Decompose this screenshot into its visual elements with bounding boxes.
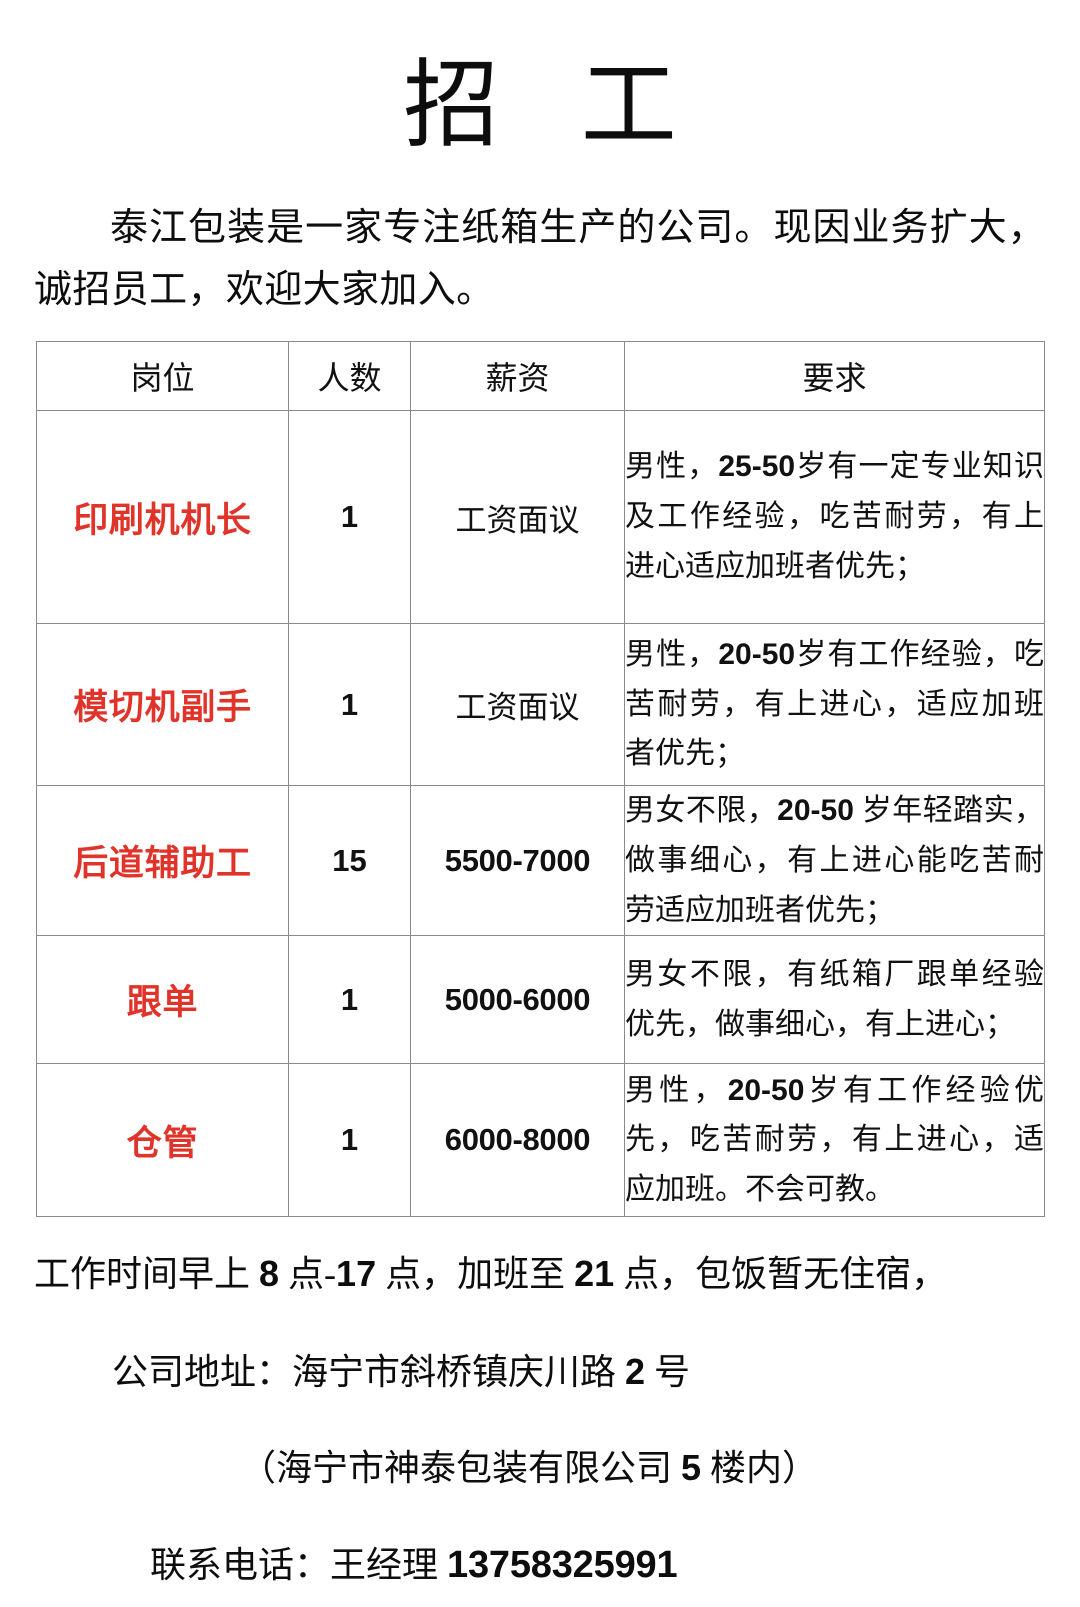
company-address-line: 公司地址：海宁市斜桥镇庆川路 2 号	[0, 1350, 1080, 1394]
hours-suffix: 点，包饭暂无住宿，	[614, 1254, 948, 1294]
page-title: 招 工	[403, 52, 706, 159]
job-headcount: 15	[288, 784, 411, 937]
table-row: 印刷机机长 1 工资面议 男性，25-50岁有一定专业知识及工作经验，吃苦耐劳，…	[36, 410, 1045, 624]
job-position-name: 跟单	[36, 935, 289, 1065]
requirement-age-range: 20-50	[727, 1073, 805, 1107]
job-requirement: 男女不限，20-50 岁年轻踏实，做事细心，有上进心能吃苦耐劳适应加班者优先；	[624, 784, 1045, 937]
address-detail-suffix: 楼内）	[701, 1448, 819, 1489]
column-header-requirement: 要求	[624, 341, 1045, 411]
table-header-row: 岗位 人数 薪资 要求	[36, 341, 1045, 411]
requirement-age-range: 20-50	[777, 794, 854, 827]
job-listing-table: 岗位 人数 薪资 要求 印刷机机长 1 工资面议 男性，25-50岁有一定专业知…	[36, 341, 1045, 1218]
address-suffix: 号	[645, 1352, 691, 1393]
poster-footer: 工作时间早上 8 点-17 点，加班至 21 点，包饭暂无住宿， 公司地址：海宁…	[0, 1238, 1080, 1588]
table-row: 后道辅助工 15 5500-7000 男女不限，20-50 岁年轻踏实，做事细心…	[36, 784, 1045, 937]
job-salary: 5000-6000	[410, 935, 625, 1065]
job-headcount: 1	[288, 935, 411, 1065]
contact-label: 联系电话：王经理	[150, 1544, 448, 1585]
hours-end: 17	[336, 1253, 377, 1294]
address-label: 公司地址：海宁市斜桥镇庆川路	[112, 1352, 626, 1393]
requirement-prefix: 男性，	[625, 637, 719, 671]
hours-mid-1: 点-	[279, 1254, 337, 1294]
job-salary: 6000-8000	[410, 1063, 625, 1218]
requirement-age-range: 25-50	[718, 450, 796, 484]
column-header-salary: 薪资	[410, 341, 625, 411]
job-requirement: 男性，20-50岁有工作经验，吃苦耐劳，有上进心，适应加班者优先；	[624, 623, 1045, 786]
job-salary: 5500-7000	[410, 784, 625, 937]
requirement-prefix: 男女不限，有纸箱厂跟单经验优先，做事细心，有上进心；	[625, 958, 1044, 1041]
table-row: 跟单 1 5000-6000 男女不限，有纸箱厂跟单经验优先，做事细心，有上进心…	[36, 935, 1045, 1065]
requirement-suffix: 岁有工作经验，吃苦耐劳，有上进心，适应加班者优先；	[625, 637, 1045, 771]
hours-mid-2: 点，加班至	[376, 1254, 575, 1294]
requirement-age-range: 20-50	[718, 637, 796, 671]
job-position-name: 后道辅助工	[36, 784, 289, 937]
overtime-end: 21	[574, 1253, 615, 1294]
column-header-count: 人数	[288, 341, 411, 411]
contact-phone-number: 13758325991	[447, 1543, 678, 1586]
intro-paragraph: 泰江包装是一家专注纸箱生产的公司。现因业务扩大，诚招员工，欢迎大家加入。	[34, 207, 1046, 311]
address-detail-prefix: （海宁市神泰包装有限公司	[240, 1448, 682, 1489]
address-number: 2	[625, 1351, 646, 1393]
job-position-name: 模切机副手	[36, 623, 289, 786]
job-requirement: 男性，20-50岁有工作经验优先，吃苦耐劳，有上进心，适应加班。不会可教。	[624, 1063, 1045, 1218]
column-header-position: 岗位	[36, 341, 289, 411]
hours-start: 8	[259, 1253, 280, 1294]
floor-number: 5	[681, 1447, 702, 1489]
requirement-suffix: 岁年轻踏实，做事细心，有上进心能吃苦耐劳适应加班者优先；	[625, 794, 1045, 927]
contact-phone-line: 联系电话：王经理 13758325991	[0, 1543, 1080, 1589]
requirement-prefix: 男性，	[625, 450, 719, 484]
job-position-name: 印刷机机长	[36, 410, 289, 624]
job-position-name: 仓管	[36, 1063, 289, 1218]
job-requirement: 男女不限，有纸箱厂跟单经验优先，做事细心，有上进心；	[624, 935, 1045, 1065]
requirement-prefix: 男性，	[625, 1073, 728, 1107]
requirement-prefix: 男女不限，	[625, 794, 778, 827]
job-requirement: 男性，25-50岁有一定专业知识及工作经验，吃苦耐劳，有上进心适应加班者优先；	[624, 410, 1045, 624]
requirement-suffix: 岁有工作经验优先，吃苦耐劳，有上进心，适应加班。不会可教。	[625, 1073, 1045, 1207]
table-row: 仓管 1 6000-8000 男性，20-50岁有工作经验优先，吃苦耐劳，有上进…	[36, 1063, 1045, 1218]
job-headcount: 1	[288, 623, 411, 786]
job-headcount: 1	[288, 410, 411, 624]
requirement-suffix: 岁有一定专业知识及工作经验，吃苦耐劳，有上进心适应加班者优先；	[625, 450, 1045, 583]
hours-prefix: 工作时间早上	[34, 1254, 260, 1294]
job-salary: 工资面议	[410, 623, 625, 786]
job-salary: 工资面议	[410, 410, 625, 624]
company-address-detail-line: （海宁市神泰包装有限公司 5 楼内）	[0, 1446, 1080, 1490]
job-headcount: 1	[288, 1063, 411, 1218]
table-row: 模切机副手 1 工资面议 男性，20-50岁有工作经验，吃苦耐劳，有上进心，适应…	[36, 623, 1045, 786]
work-hours-line: 工作时间早上 8 点-17 点，加班至 21 点，包饭暂无住宿，	[0, 1252, 1080, 1296]
